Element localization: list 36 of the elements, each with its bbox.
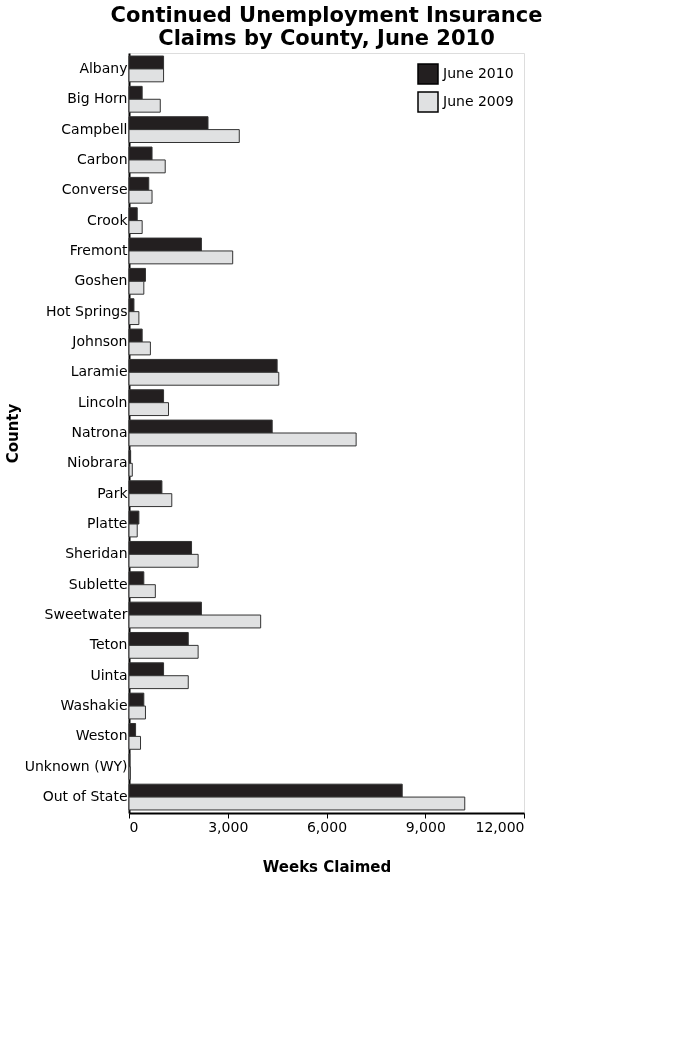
y-tick-label: Laramie xyxy=(70,363,128,380)
x-tick-label: 12,000 xyxy=(475,818,525,835)
y-tick-label: Converse xyxy=(61,181,128,198)
y-tick-label: Out of State xyxy=(42,788,128,805)
y-tick-label: Crook xyxy=(87,211,129,228)
x-tick-label: 0 xyxy=(129,818,139,835)
y-tick-label: Carbon xyxy=(77,150,128,167)
y-tick-label: Fremont xyxy=(69,241,128,258)
y-tick-label: Weston xyxy=(75,727,128,744)
y-axis-title: County xyxy=(3,403,22,464)
legend-label: June 2009 xyxy=(442,93,514,109)
x-tick-label: 6,000 xyxy=(306,818,348,835)
y-tick-label: Johnson xyxy=(71,332,128,349)
y-tick-label: Natrona xyxy=(71,424,128,440)
text: Continued Unemployment Insurance xyxy=(110,3,543,27)
y-tick-label: Sweetwater xyxy=(44,606,128,623)
y-tick-label: Big Horn xyxy=(67,90,128,107)
text: Claims by County, June 2010 xyxy=(158,26,495,50)
y-tick-label: Albany xyxy=(79,59,128,76)
x-tick-label: 3,000 xyxy=(208,818,249,835)
y-tick-label: Goshen xyxy=(74,272,128,289)
y-tick-label: Hot Springs xyxy=(45,302,128,319)
y-tick-label: Niobrara xyxy=(67,454,128,471)
y-tick-label: Uinta xyxy=(90,666,128,683)
y-tick-label: Sublette xyxy=(68,575,128,592)
y-tick-label: Washakie xyxy=(60,697,128,714)
x-axis-title: Weeks Claimed xyxy=(262,857,392,876)
y-tick-label: Teton xyxy=(88,636,128,653)
x-tick-label: 9,000 xyxy=(405,818,446,835)
y-tick-label: Campbell xyxy=(61,120,128,137)
y-tick-label: Park xyxy=(97,484,129,501)
legend-label: June 2010 xyxy=(442,65,514,81)
y-tick-label: Lincoln xyxy=(77,393,128,410)
y-tick-label: Platte xyxy=(86,515,128,532)
y-tick-label: Unknown (WY) xyxy=(24,757,128,774)
y-tick-label: Sheridan xyxy=(65,545,128,562)
